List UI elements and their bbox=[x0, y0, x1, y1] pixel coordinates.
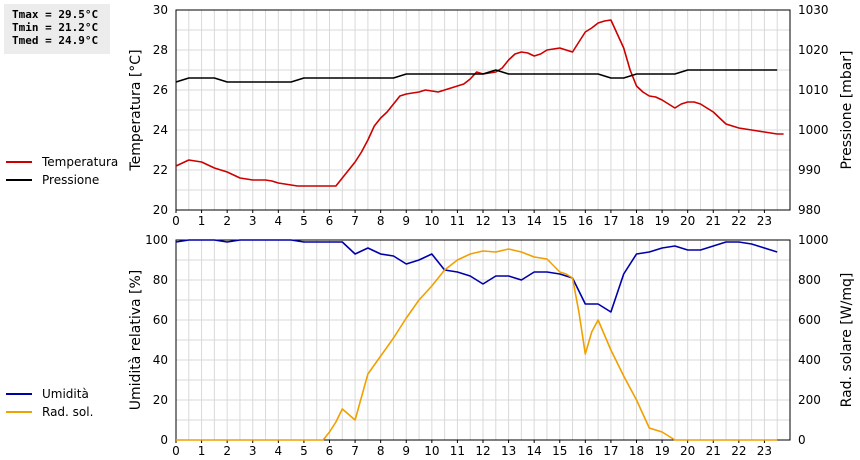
bottom-xtick-label: 16 bbox=[578, 444, 593, 458]
legend-label-pressione: Pressione bbox=[42, 173, 100, 187]
legend-item-temperatura: Temperatura bbox=[6, 153, 136, 171]
top-ytick-label: 26 bbox=[153, 83, 168, 97]
top-xtick-label: 17 bbox=[603, 214, 618, 228]
top-xtick-label: 20 bbox=[680, 214, 695, 228]
legend-label-umidita: Umidità bbox=[42, 387, 89, 401]
legend-swatch-pressione bbox=[6, 179, 32, 181]
bottom-xtick-label: 7 bbox=[351, 444, 359, 458]
top-series-pressione-line bbox=[175, 69, 778, 83]
bottom-xtick-label: 6 bbox=[326, 444, 334, 458]
top-ylabel: Temperatura [°C] bbox=[128, 49, 144, 171]
stat-tmed: Tmed = 24.9°C bbox=[12, 34, 99, 47]
bottom-ytick-label: 0 bbox=[160, 433, 168, 447]
bottom-series-umidit-line bbox=[175, 239, 778, 313]
bottom-xtick-label: 12 bbox=[475, 444, 490, 458]
top-ytick-label: 24 bbox=[153, 123, 168, 137]
top-xtick-label: 13 bbox=[501, 214, 516, 228]
bottom-ytick-label: 20 bbox=[153, 393, 168, 407]
bottom-xtick-label: 9 bbox=[402, 444, 410, 458]
bottom-xtick-label: 1 bbox=[198, 444, 206, 458]
bottom-ylabel: Umidità relativa [%] bbox=[128, 270, 144, 411]
top-xtick-label: 5 bbox=[300, 214, 308, 228]
top-y2tick-label: 980 bbox=[798, 203, 821, 217]
top-xtick-label: 14 bbox=[527, 214, 542, 228]
bottom-y2tick-label: 400 bbox=[798, 353, 821, 367]
top-xtick-label: 12 bbox=[475, 214, 490, 228]
legend-label-radsol: Rad. sol. bbox=[42, 405, 94, 419]
top-y2tick-label: 990 bbox=[798, 163, 821, 177]
top-xtick-label: 19 bbox=[654, 214, 669, 228]
bottom-y2tick-label: 600 bbox=[798, 313, 821, 327]
top-xtick-label: 9 bbox=[402, 214, 410, 228]
bottom-y2tick-label: 800 bbox=[798, 273, 821, 287]
top-xtick-label: 3 bbox=[249, 214, 257, 228]
bottom-xtick-label: 2 bbox=[223, 444, 231, 458]
bottom-xtick-label: 13 bbox=[501, 444, 516, 458]
top-xtick-label: 11 bbox=[450, 214, 465, 228]
top-y2tick-label: 1000 bbox=[798, 123, 829, 137]
bottom-series-rad-sol-line bbox=[176, 248, 778, 441]
top-xtick-label: 8 bbox=[377, 214, 385, 228]
bottom-xtick-label: 18 bbox=[629, 444, 644, 458]
bottom-xtick-label: 17 bbox=[603, 444, 618, 458]
bottom-xtick-label: 4 bbox=[275, 444, 283, 458]
stat-tmax: Tmax = 29.5°C bbox=[12, 8, 99, 21]
top-xtick-label: 10 bbox=[424, 214, 439, 228]
bottom-ytick-label: 100 bbox=[145, 233, 168, 247]
bottom-xtick-label: 19 bbox=[654, 444, 669, 458]
top-ytick-label: 22 bbox=[153, 163, 168, 177]
top-xtick-label: 4 bbox=[275, 214, 283, 228]
bottom-ytick-label: 80 bbox=[153, 273, 168, 287]
bottom-xtick-label: 23 bbox=[757, 444, 772, 458]
top-y2tick-label: 1010 bbox=[798, 83, 829, 97]
top-xtick-label: 7 bbox=[351, 214, 359, 228]
bottom-xtick-label: 15 bbox=[552, 444, 567, 458]
legend-swatch-temperatura bbox=[6, 161, 32, 163]
legend-swatch-umidita bbox=[6, 393, 32, 395]
legend-label-temperatura: Temperatura bbox=[42, 155, 119, 169]
top-xtick-label: 0 bbox=[172, 214, 180, 228]
top-xtick-label: 23 bbox=[757, 214, 772, 228]
top-xtick-label: 21 bbox=[706, 214, 721, 228]
legend-item-pressione: Pressione bbox=[6, 171, 136, 189]
top-xtick-label: 15 bbox=[552, 214, 567, 228]
stats-box: Tmax = 29.5°C Tmin = 21.2°C Tmed = 24.9°… bbox=[4, 4, 110, 54]
top-series-temperatura-line bbox=[175, 19, 784, 187]
bottom-xtick-label: 22 bbox=[731, 444, 746, 458]
top-xtick-label: 1 bbox=[198, 214, 206, 228]
bottom-ytick-label: 60 bbox=[153, 313, 168, 327]
bottom-xtick-label: 3 bbox=[249, 444, 257, 458]
legend-swatch-radsol bbox=[6, 411, 32, 413]
bottom-ytick-label: 40 bbox=[153, 353, 168, 367]
top-y2label: Pressione [mbar] bbox=[839, 50, 855, 169]
top-xtick-label: 18 bbox=[629, 214, 644, 228]
bottom-xtick-label: 8 bbox=[377, 444, 385, 458]
top-ytick-label: 28 bbox=[153, 43, 168, 57]
bottom-xtick-label: 14 bbox=[527, 444, 542, 458]
bottom-y2label: Rad. solare [W/mq] bbox=[839, 273, 855, 408]
legend-bottom: Umidità Rad. sol. bbox=[6, 385, 136, 421]
bottom-y2tick-label: 0 bbox=[798, 433, 806, 447]
top-ytick-label: 20 bbox=[153, 203, 168, 217]
bottom-xtick-label: 10 bbox=[424, 444, 439, 458]
bottom-xtick-label: 21 bbox=[706, 444, 721, 458]
top-xtick-label: 2 bbox=[223, 214, 231, 228]
legend-item-umidita: Umidità bbox=[6, 385, 136, 403]
bottom-y2tick-label: 1000 bbox=[798, 233, 829, 247]
top-xtick-label: 22 bbox=[731, 214, 746, 228]
bottom-y2tick-label: 200 bbox=[798, 393, 821, 407]
bottom-xtick-label: 20 bbox=[680, 444, 695, 458]
top-y2tick-label: 1030 bbox=[798, 3, 829, 17]
top-y2tick-label: 1020 bbox=[798, 43, 829, 57]
stat-tmin: Tmin = 21.2°C bbox=[12, 21, 99, 34]
bottom-xtick-label: 11 bbox=[450, 444, 465, 458]
legend-top: Temperatura Pressione bbox=[6, 153, 136, 189]
top-xtick-label: 6 bbox=[326, 214, 334, 228]
top-ytick-label: 30 bbox=[153, 3, 168, 17]
legend-item-radsol: Rad. sol. bbox=[6, 403, 136, 421]
bottom-xtick-label: 0 bbox=[172, 444, 180, 458]
bottom-xtick-label: 5 bbox=[300, 444, 308, 458]
top-xtick-label: 16 bbox=[578, 214, 593, 228]
